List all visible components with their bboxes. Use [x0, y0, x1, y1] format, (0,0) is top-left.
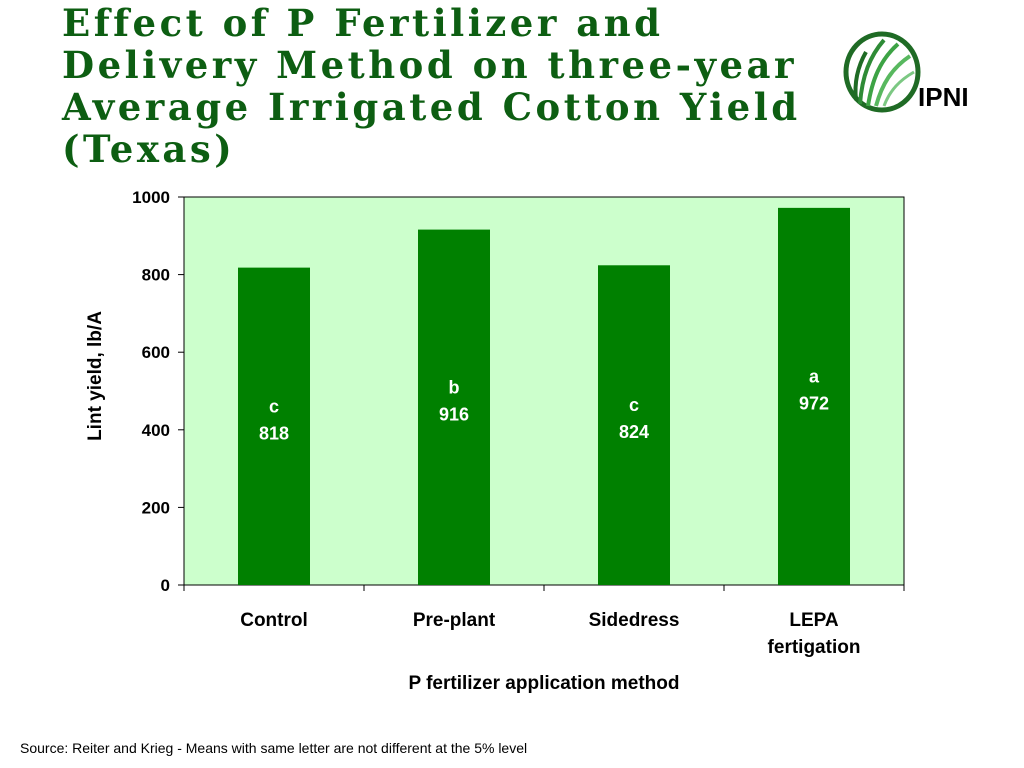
bar-significance-letter: c [269, 396, 279, 416]
y-tick-label: 600 [142, 343, 170, 362]
bar-significance-letter: a [809, 366, 820, 386]
bar-significance-letter: b [449, 377, 460, 397]
slide-title: Effect of P Fertilizer and Delivery Meth… [62, 1, 801, 171]
x-axis-title: P fertilizer application method [409, 673, 680, 694]
y-tick-label: 200 [142, 498, 170, 517]
bar-chart: 0 200 400 600 800 1000 c 818 Control b 916 Pre-plan… [85, 188, 905, 694]
bar-value-label: 972 [799, 393, 829, 413]
bar [598, 265, 670, 585]
bar-value-label: 916 [439, 404, 469, 424]
x-category-label: Sidedress [589, 610, 680, 631]
x-category-label: LEPA [789, 610, 839, 631]
y-axis-title: Lint yield, lb/A [85, 311, 106, 441]
bar-significance-letter: c [629, 395, 639, 415]
ipni-leaf-logo-icon: IPNI [843, 31, 969, 113]
bar [418, 229, 490, 586]
x-category-label: Pre-plant [413, 610, 496, 631]
y-tick-label: 0 [161, 576, 170, 595]
y-tick-label: 800 [142, 266, 170, 285]
bar-value-label: 824 [619, 422, 649, 442]
source-note: Source: Reiter and Krieg - Means with sa… [20, 740, 528, 756]
y-tick-label: 400 [142, 421, 170, 440]
ipni-logo: IPNI [840, 26, 990, 116]
x-category-label: fertigation [768, 637, 861, 658]
bar-value-label: 818 [259, 423, 289, 443]
y-tick-label: 1000 [132, 188, 170, 207]
bar [238, 267, 310, 585]
x-category-label: Control [240, 610, 308, 631]
logo-text: IPNI [918, 82, 969, 112]
bar [778, 207, 850, 585]
